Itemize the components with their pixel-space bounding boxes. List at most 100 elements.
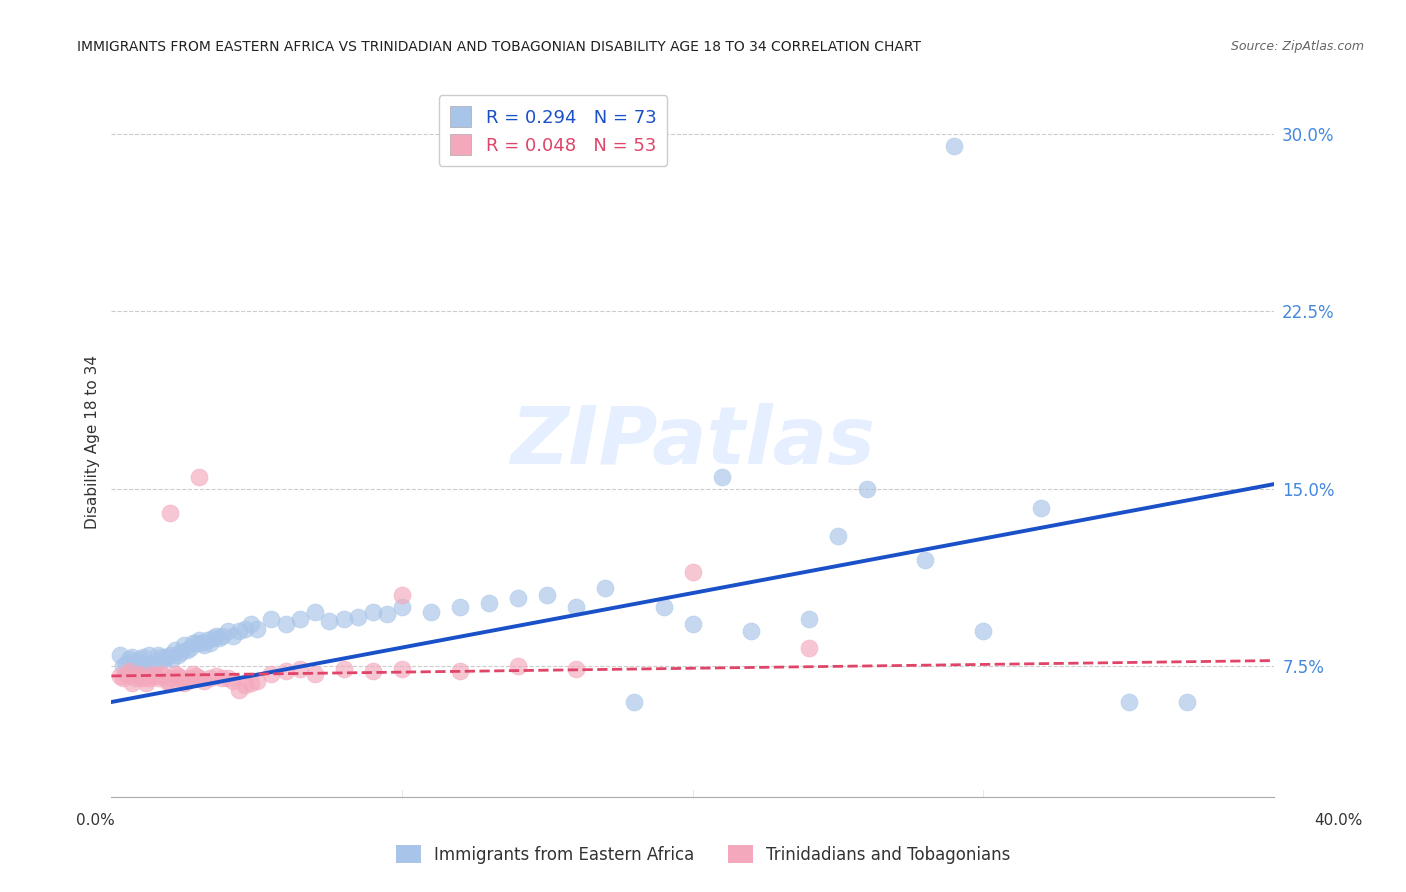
Point: [195, 633, 218, 648]
Point: [274, 616, 297, 631]
Point: [274, 664, 297, 678]
Point: [143, 657, 166, 672]
Point: [115, 666, 138, 681]
Point: [184, 636, 207, 650]
Point: [202, 631, 225, 645]
Point: [304, 605, 326, 619]
Point: [127, 657, 149, 672]
Point: [233, 622, 256, 636]
Point: [156, 673, 179, 688]
Point: [260, 666, 283, 681]
Point: [391, 589, 413, 603]
Point: [856, 482, 879, 496]
Point: [118, 664, 141, 678]
Point: [173, 676, 195, 690]
Point: [797, 640, 820, 655]
Point: [361, 605, 384, 619]
Point: [239, 616, 262, 631]
Point: [170, 671, 193, 685]
Point: [112, 659, 135, 673]
Point: [914, 553, 936, 567]
Point: [333, 662, 356, 676]
Point: [156, 650, 179, 665]
Point: [827, 529, 849, 543]
Point: [623, 695, 645, 709]
Point: [246, 673, 269, 688]
Point: [1175, 695, 1198, 709]
Point: [165, 666, 187, 681]
Point: [165, 643, 187, 657]
Point: [193, 673, 215, 688]
Point: [972, 624, 994, 638]
Point: [124, 655, 146, 669]
Point: [176, 673, 198, 688]
Point: [682, 565, 704, 579]
Point: [127, 669, 149, 683]
Point: [167, 648, 190, 662]
Point: [391, 662, 413, 676]
Point: [361, 664, 384, 678]
Point: [193, 638, 215, 652]
Point: [143, 669, 166, 683]
Point: [200, 636, 222, 650]
Point: [222, 629, 245, 643]
Point: [797, 612, 820, 626]
Point: [290, 662, 312, 676]
Point: [149, 650, 172, 665]
Point: [205, 629, 228, 643]
Point: [146, 648, 169, 662]
Point: [508, 591, 530, 605]
Point: [162, 671, 184, 685]
Point: [181, 666, 204, 681]
Point: [152, 652, 174, 666]
Point: [200, 671, 222, 685]
Point: [179, 640, 201, 655]
Point: [318, 615, 340, 629]
Point: [162, 652, 184, 666]
Point: [118, 652, 141, 666]
Point: [108, 648, 131, 662]
Point: [121, 650, 143, 665]
Text: ZIPatlas: ZIPatlas: [510, 402, 875, 481]
Point: [170, 645, 193, 659]
Point: [217, 624, 239, 638]
Point: [112, 671, 135, 685]
Point: [138, 648, 160, 662]
Point: [132, 671, 155, 685]
Point: [652, 600, 675, 615]
Text: 0.0%: 0.0%: [76, 814, 115, 828]
Point: [391, 600, 413, 615]
Point: [187, 633, 209, 648]
Text: Source: ZipAtlas.com: Source: ZipAtlas.com: [1230, 40, 1364, 54]
Point: [173, 638, 195, 652]
Y-axis label: Disability Age 18 to 34: Disability Age 18 to 34: [86, 354, 100, 529]
Point: [333, 612, 356, 626]
Point: [176, 643, 198, 657]
Point: [124, 671, 146, 685]
Point: [740, 624, 762, 638]
Point: [159, 676, 181, 690]
Point: [565, 600, 588, 615]
Point: [149, 666, 172, 681]
Point: [135, 657, 157, 672]
Point: [304, 666, 326, 681]
Text: 40.0%: 40.0%: [1315, 814, 1362, 828]
Point: [595, 582, 617, 596]
Point: [121, 676, 143, 690]
Point: [146, 671, 169, 685]
Point: [449, 664, 471, 678]
Point: [260, 612, 283, 626]
Point: [211, 671, 233, 685]
Point: [181, 636, 204, 650]
Point: [108, 669, 131, 683]
Point: [159, 648, 181, 662]
Point: [190, 636, 212, 650]
Point: [205, 669, 228, 683]
Point: [290, 612, 312, 626]
Point: [211, 629, 233, 643]
Point: [179, 671, 201, 685]
Point: [228, 624, 250, 638]
Point: [682, 616, 704, 631]
Point: [478, 596, 501, 610]
Point: [115, 657, 138, 672]
